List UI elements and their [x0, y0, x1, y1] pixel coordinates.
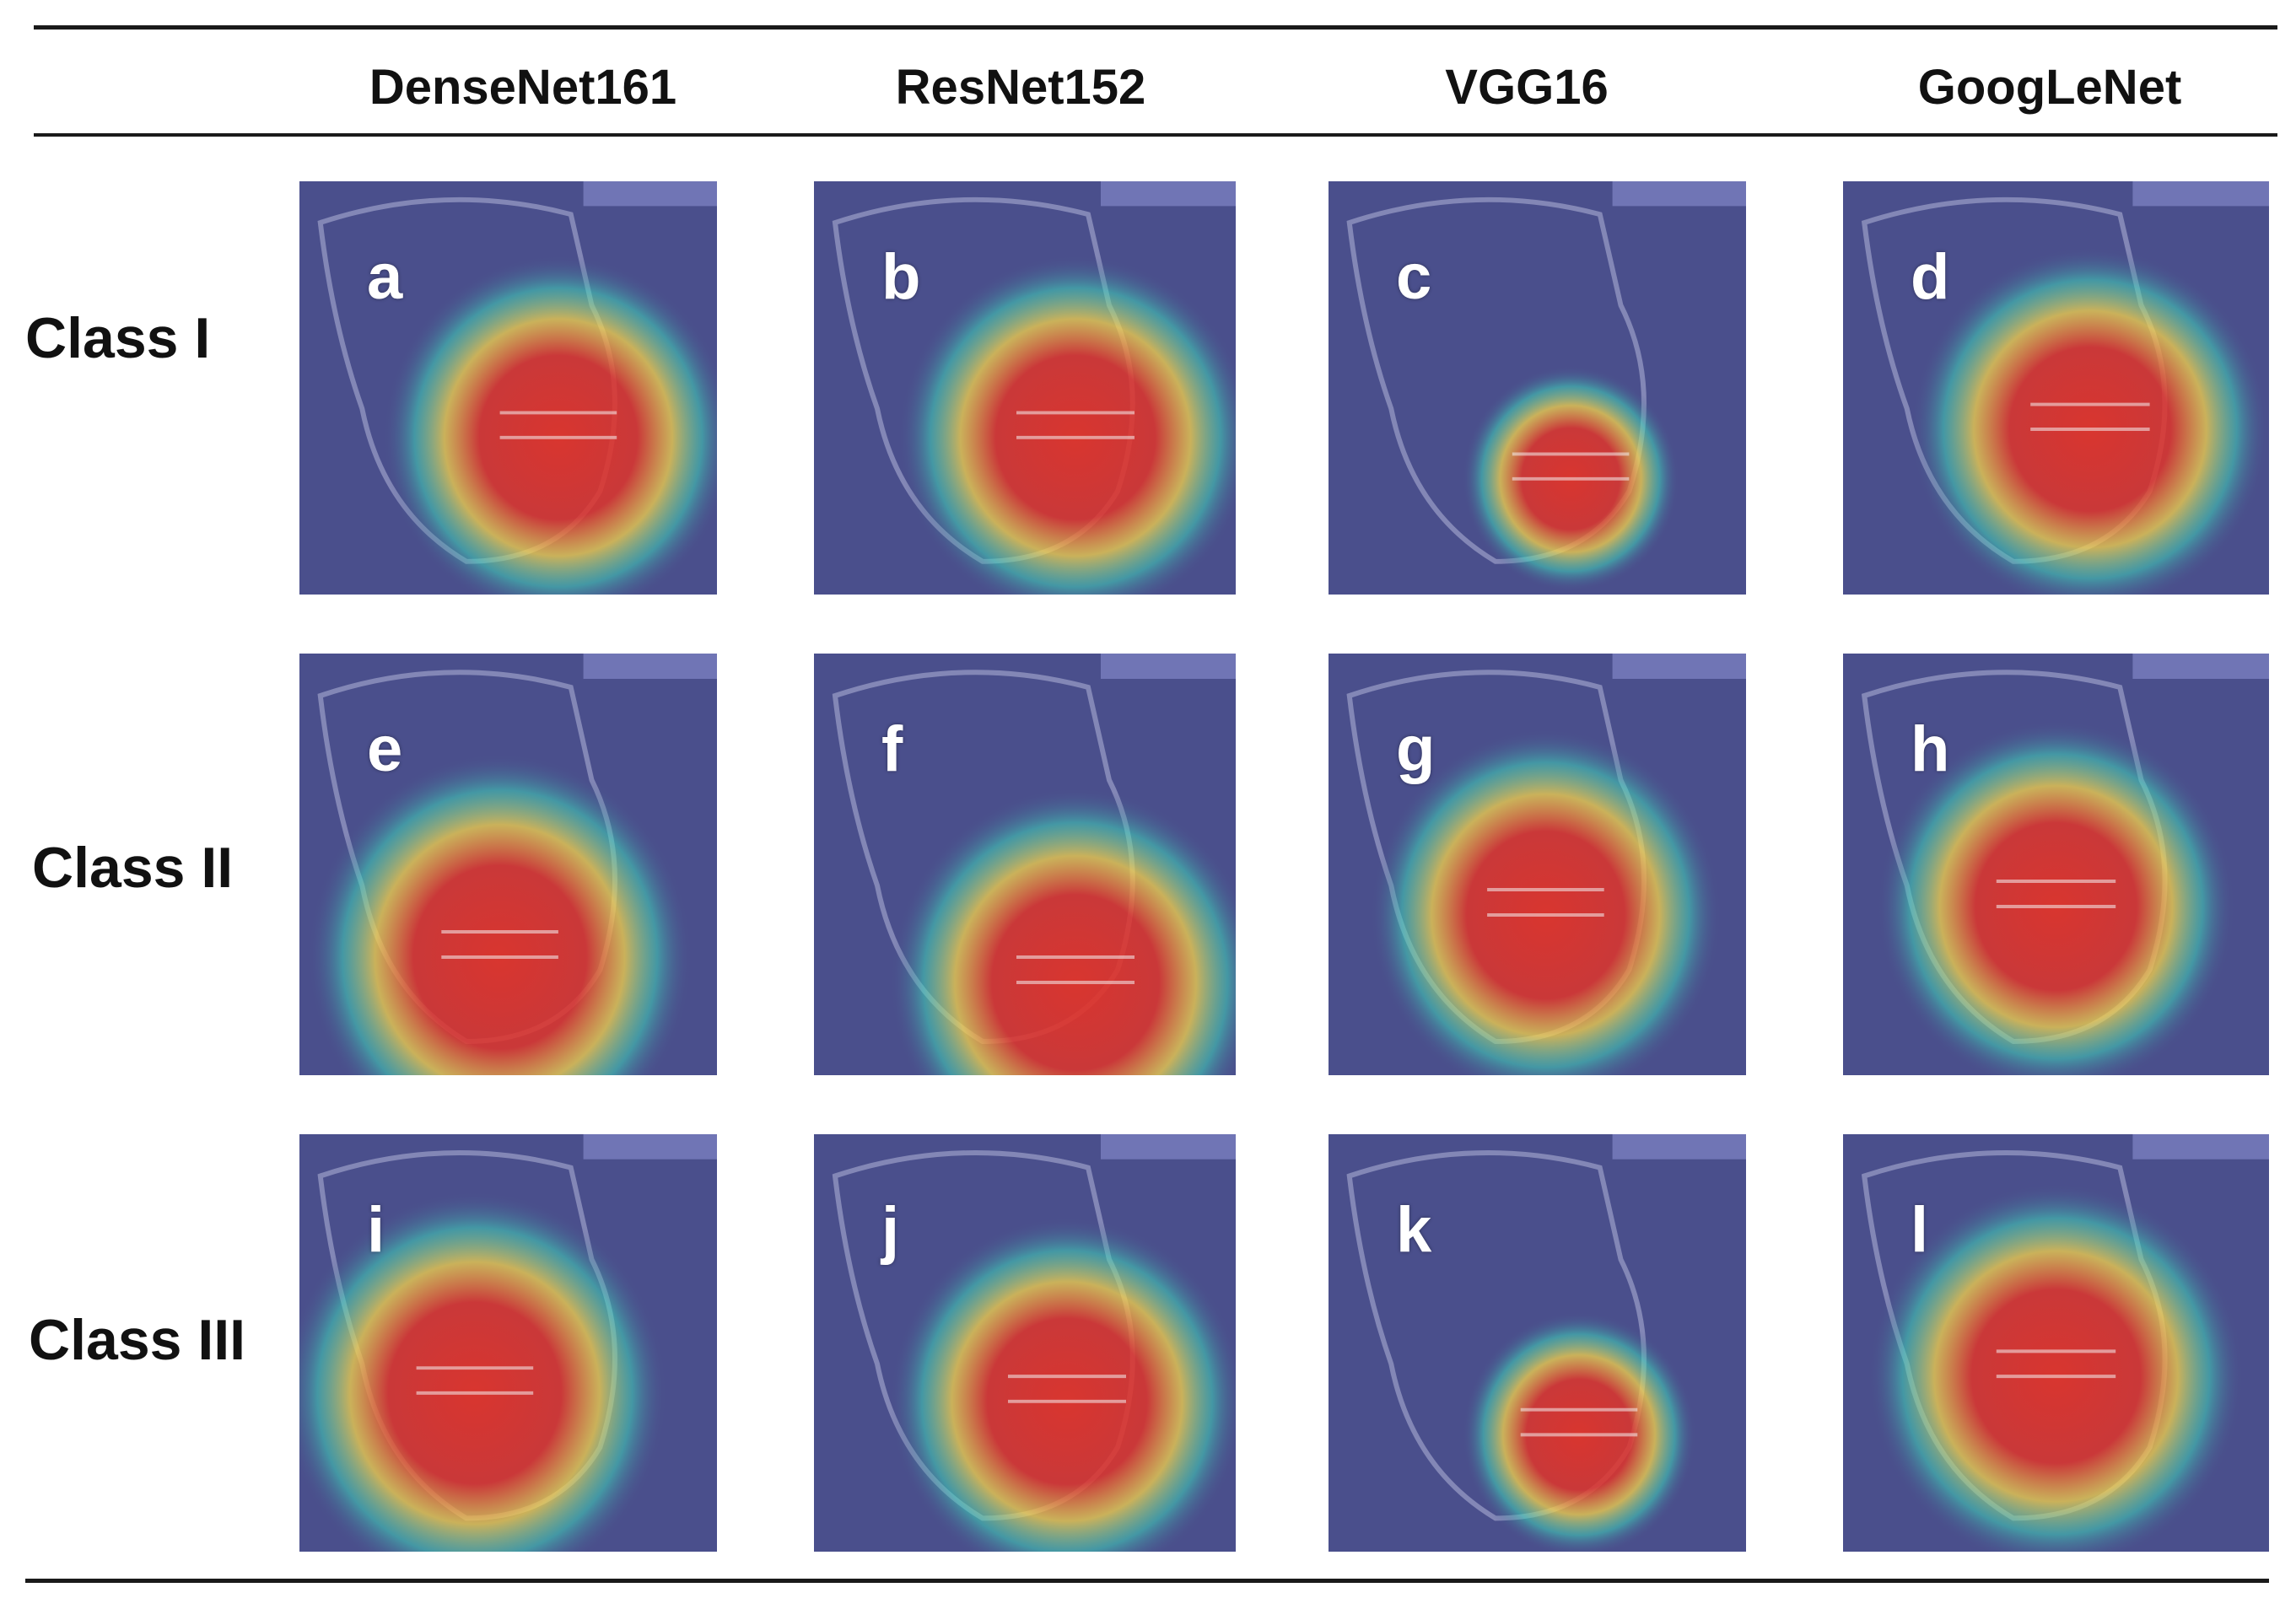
teeth-outline: [441, 930, 558, 959]
activation-heat-region: [307, 753, 693, 1075]
cephalogram-heatmap-image: [299, 1134, 717, 1552]
column-header-resnet152: ResNet152: [895, 60, 1146, 115]
ruler-bar: [583, 1134, 717, 1160]
teeth-outline: [1996, 1349, 2116, 1379]
activation-heat-region: [890, 1217, 1236, 1552]
cephalogram-heatmap-image: [1329, 654, 1746, 1075]
panel-letter: l: [1911, 1194, 1929, 1266]
heatmap-panel-d: d: [1843, 181, 2269, 595]
cephalogram-heatmap-image: [1329, 181, 1746, 595]
activation-heat-region: [1911, 246, 2269, 595]
cephalogram-heatmap-image: [1843, 181, 2269, 595]
ruler-bar: [583, 654, 717, 679]
activation-heat-region: [383, 255, 717, 595]
panel-letter: j: [881, 1194, 900, 1266]
teeth-outline: [1520, 1407, 1638, 1437]
teeth-outline: [1512, 452, 1630, 481]
activation-heat-region: [1370, 729, 1722, 1075]
ruler-bar: [1612, 654, 1746, 679]
teeth-outline: [416, 1366, 534, 1395]
heatmap-panel-i: i: [299, 1134, 717, 1552]
heatmap-panel-l: l: [1843, 1134, 2269, 1552]
activation-heat-region: [1462, 1311, 1696, 1552]
heatmap-panel-a: a: [299, 181, 717, 595]
teeth-outline: [1996, 880, 2116, 908]
ruler-bar: [1612, 181, 1746, 207]
panel-letter: e: [367, 713, 403, 785]
cephalogram-heatmap-image: [1329, 1134, 1746, 1552]
activation-heat-region: [890, 788, 1236, 1075]
teeth-outline: [499, 411, 617, 439]
teeth-outline: [2030, 402, 2150, 431]
ruler-bar: [1101, 1134, 1236, 1160]
row-label-class-1: Class I: [25, 306, 211, 370]
activation-heat-region: [898, 255, 1236, 595]
heatmap-panel-b: b: [814, 181, 1236, 595]
teeth-outline: [1487, 888, 1604, 917]
panel-letter: k: [1396, 1194, 1432, 1266]
bottom-rule: [25, 1579, 2269, 1583]
row-label-class-3: Class III: [29, 1308, 246, 1372]
panel-letter: d: [1911, 241, 1950, 313]
ruler-bar: [2132, 181, 2269, 207]
panel-letter: c: [1396, 241, 1432, 313]
ruler-bar: [1612, 1134, 1746, 1160]
cephalogram-heatmap-image: [299, 181, 717, 595]
ruler-bar: [583, 181, 717, 207]
heatmap-panel-e: e: [299, 654, 717, 1075]
teeth-outline: [1008, 1375, 1126, 1403]
cephalogram-heatmap-image: [814, 181, 1236, 595]
activation-heat-region: [1877, 720, 2235, 1075]
header-rule: [34, 133, 2277, 137]
row-label-class-2: Class II: [32, 836, 234, 900]
column-header-googlenet: GoogLeNet: [1917, 60, 2182, 115]
cephalogram-heatmap-image: [814, 654, 1236, 1075]
cephalogram-heatmap-image: [299, 654, 717, 1075]
ruler-bar: [1101, 654, 1236, 679]
top-rule: [34, 25, 2277, 30]
heatmap-panel-c: c: [1329, 181, 1746, 595]
panel-letter: h: [1911, 713, 1950, 785]
activation-heat-region: [1868, 1183, 2244, 1552]
heatmap-panel-k: k: [1329, 1134, 1746, 1552]
column-header-densenet161: DenseNet161: [369, 60, 677, 115]
panel-letter: i: [367, 1194, 385, 1266]
cephalogram-heatmap-image: [1843, 1134, 2269, 1552]
column-header-vgg16: VGG16: [1445, 60, 1609, 115]
panel-letter: a: [367, 241, 403, 313]
ruler-bar: [2132, 654, 2269, 679]
teeth-outline: [1016, 955, 1135, 984]
cephalogram-heatmap-image: [814, 1134, 1236, 1552]
panel-letter: g: [1396, 713, 1436, 785]
panel-letter: f: [881, 713, 903, 785]
ruler-bar: [2132, 1134, 2269, 1160]
heatmap-panel-h: h: [1843, 654, 2269, 1075]
activation-heat-region: [299, 1191, 667, 1552]
heatmap-panel-g: g: [1329, 654, 1746, 1075]
teeth-outline: [1016, 411, 1135, 439]
cephalogram-heatmap-image: [1843, 654, 2269, 1075]
panel-letter: b: [881, 241, 921, 313]
heatmap-panel-f: f: [814, 654, 1236, 1075]
heatmap-panel-j: j: [814, 1134, 1236, 1552]
ruler-bar: [1101, 181, 1236, 207]
